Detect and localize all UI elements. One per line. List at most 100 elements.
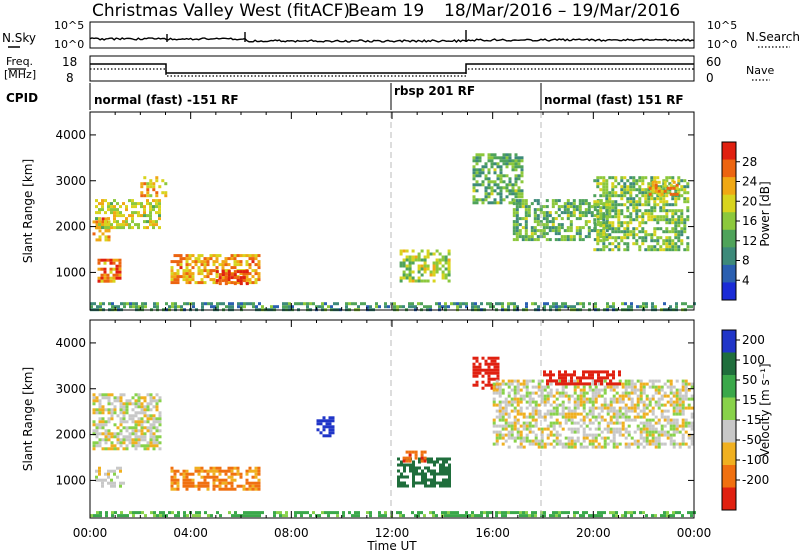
velocity-cell <box>98 472 101 476</box>
power-cell <box>668 182 672 186</box>
velocity-cell <box>176 487 180 491</box>
velocity-cell <box>678 511 681 515</box>
velocity-cell <box>228 511 231 515</box>
velocity-cell <box>648 424 652 428</box>
velocity-cell <box>420 450 424 454</box>
power-cell <box>95 220 99 224</box>
power-cell <box>690 305 693 309</box>
power-cell <box>242 254 246 258</box>
power-cell <box>514 165 518 169</box>
velocity-cell <box>96 514 99 518</box>
velocity-cell <box>245 478 249 482</box>
velocity-cell <box>687 397 691 401</box>
power-cell <box>493 201 497 205</box>
power-cell <box>420 279 424 283</box>
power-cell <box>426 255 430 259</box>
velocity-cell <box>158 420 162 424</box>
power-cell <box>114 305 117 309</box>
velocity-cell <box>537 412 541 416</box>
power-cell <box>97 276 101 280</box>
velocity-cell <box>642 391 646 395</box>
power-cell <box>432 270 436 274</box>
power-cell <box>602 176 606 180</box>
power-cell <box>654 305 657 309</box>
power-cell <box>602 188 606 192</box>
velocity-cell <box>564 412 568 416</box>
velocity-cell <box>95 429 99 433</box>
velocity-cell <box>435 514 438 518</box>
power-cell <box>517 177 521 181</box>
power-cell <box>387 305 390 309</box>
velocity-cell <box>439 472 442 476</box>
power-cell <box>435 264 439 268</box>
velocity-cell <box>615 445 619 449</box>
velocity-cell <box>152 414 156 418</box>
velocity-cell <box>177 514 180 518</box>
power-cell <box>351 302 354 306</box>
velocity-cell <box>651 427 655 431</box>
power-cell <box>605 217 609 221</box>
velocity-cell <box>690 442 694 446</box>
power-cell <box>590 214 594 218</box>
power-cell <box>545 226 549 230</box>
power-cell <box>103 279 107 283</box>
power-cell <box>581 211 585 215</box>
power-cell <box>543 302 546 306</box>
power-cell <box>251 281 255 285</box>
power-cell <box>536 235 540 239</box>
velocity-cell <box>588 421 592 425</box>
power-cell <box>560 235 564 239</box>
power-cell <box>659 218 663 222</box>
velocity-cell <box>92 447 96 451</box>
velocity-cell <box>487 365 491 369</box>
velocity-cell <box>498 391 502 395</box>
power-cell <box>674 248 678 252</box>
velocity-cell <box>242 487 246 491</box>
power-cell <box>569 238 573 242</box>
velocity-cell <box>564 385 568 389</box>
power-cell <box>632 179 636 183</box>
power-cell <box>441 264 445 268</box>
velocity-cell <box>561 412 565 416</box>
velocity-cell <box>552 514 555 518</box>
power-cell <box>399 305 402 309</box>
velocity-cell <box>498 424 502 428</box>
velocity-cell <box>654 445 658 449</box>
velocity-cell <box>513 379 517 383</box>
power-cell <box>596 209 600 213</box>
power-cell <box>137 211 140 215</box>
velocity-cell <box>594 418 598 422</box>
velocity-cell <box>612 394 616 398</box>
power-cell <box>569 214 573 218</box>
velocity-cell <box>513 397 517 401</box>
velocity-cell <box>636 412 640 416</box>
power-cell <box>677 191 681 195</box>
velocity-cell <box>510 409 514 413</box>
power-cell <box>656 176 660 180</box>
velocity-cell <box>513 511 516 515</box>
velocity-cell <box>678 400 682 404</box>
power-cell <box>138 305 141 309</box>
velocity-cell <box>328 425 332 429</box>
velocity-cell <box>657 436 661 440</box>
velocity-cell <box>645 403 649 407</box>
velocity-cell <box>609 415 613 419</box>
velocity-cell <box>561 442 565 446</box>
velocity-cell <box>516 397 520 401</box>
power-cell <box>230 276 234 280</box>
velocity-cell <box>531 406 535 410</box>
velocity-cell <box>427 478 430 482</box>
power-cell <box>614 200 618 204</box>
nsearch-tick-bottom: 10^0 <box>707 38 737 51</box>
power-cell <box>511 192 515 196</box>
velocity-cell <box>412 472 415 476</box>
power-cell <box>620 239 624 243</box>
velocity-cell <box>197 487 201 491</box>
velocity-cell <box>300 511 303 515</box>
power-cell <box>632 218 636 222</box>
velocity-cell <box>675 403 679 407</box>
power-cell <box>115 267 119 271</box>
velocity-cell <box>525 391 529 395</box>
velocity-cell <box>558 370 561 374</box>
velocity-cell <box>570 442 574 446</box>
